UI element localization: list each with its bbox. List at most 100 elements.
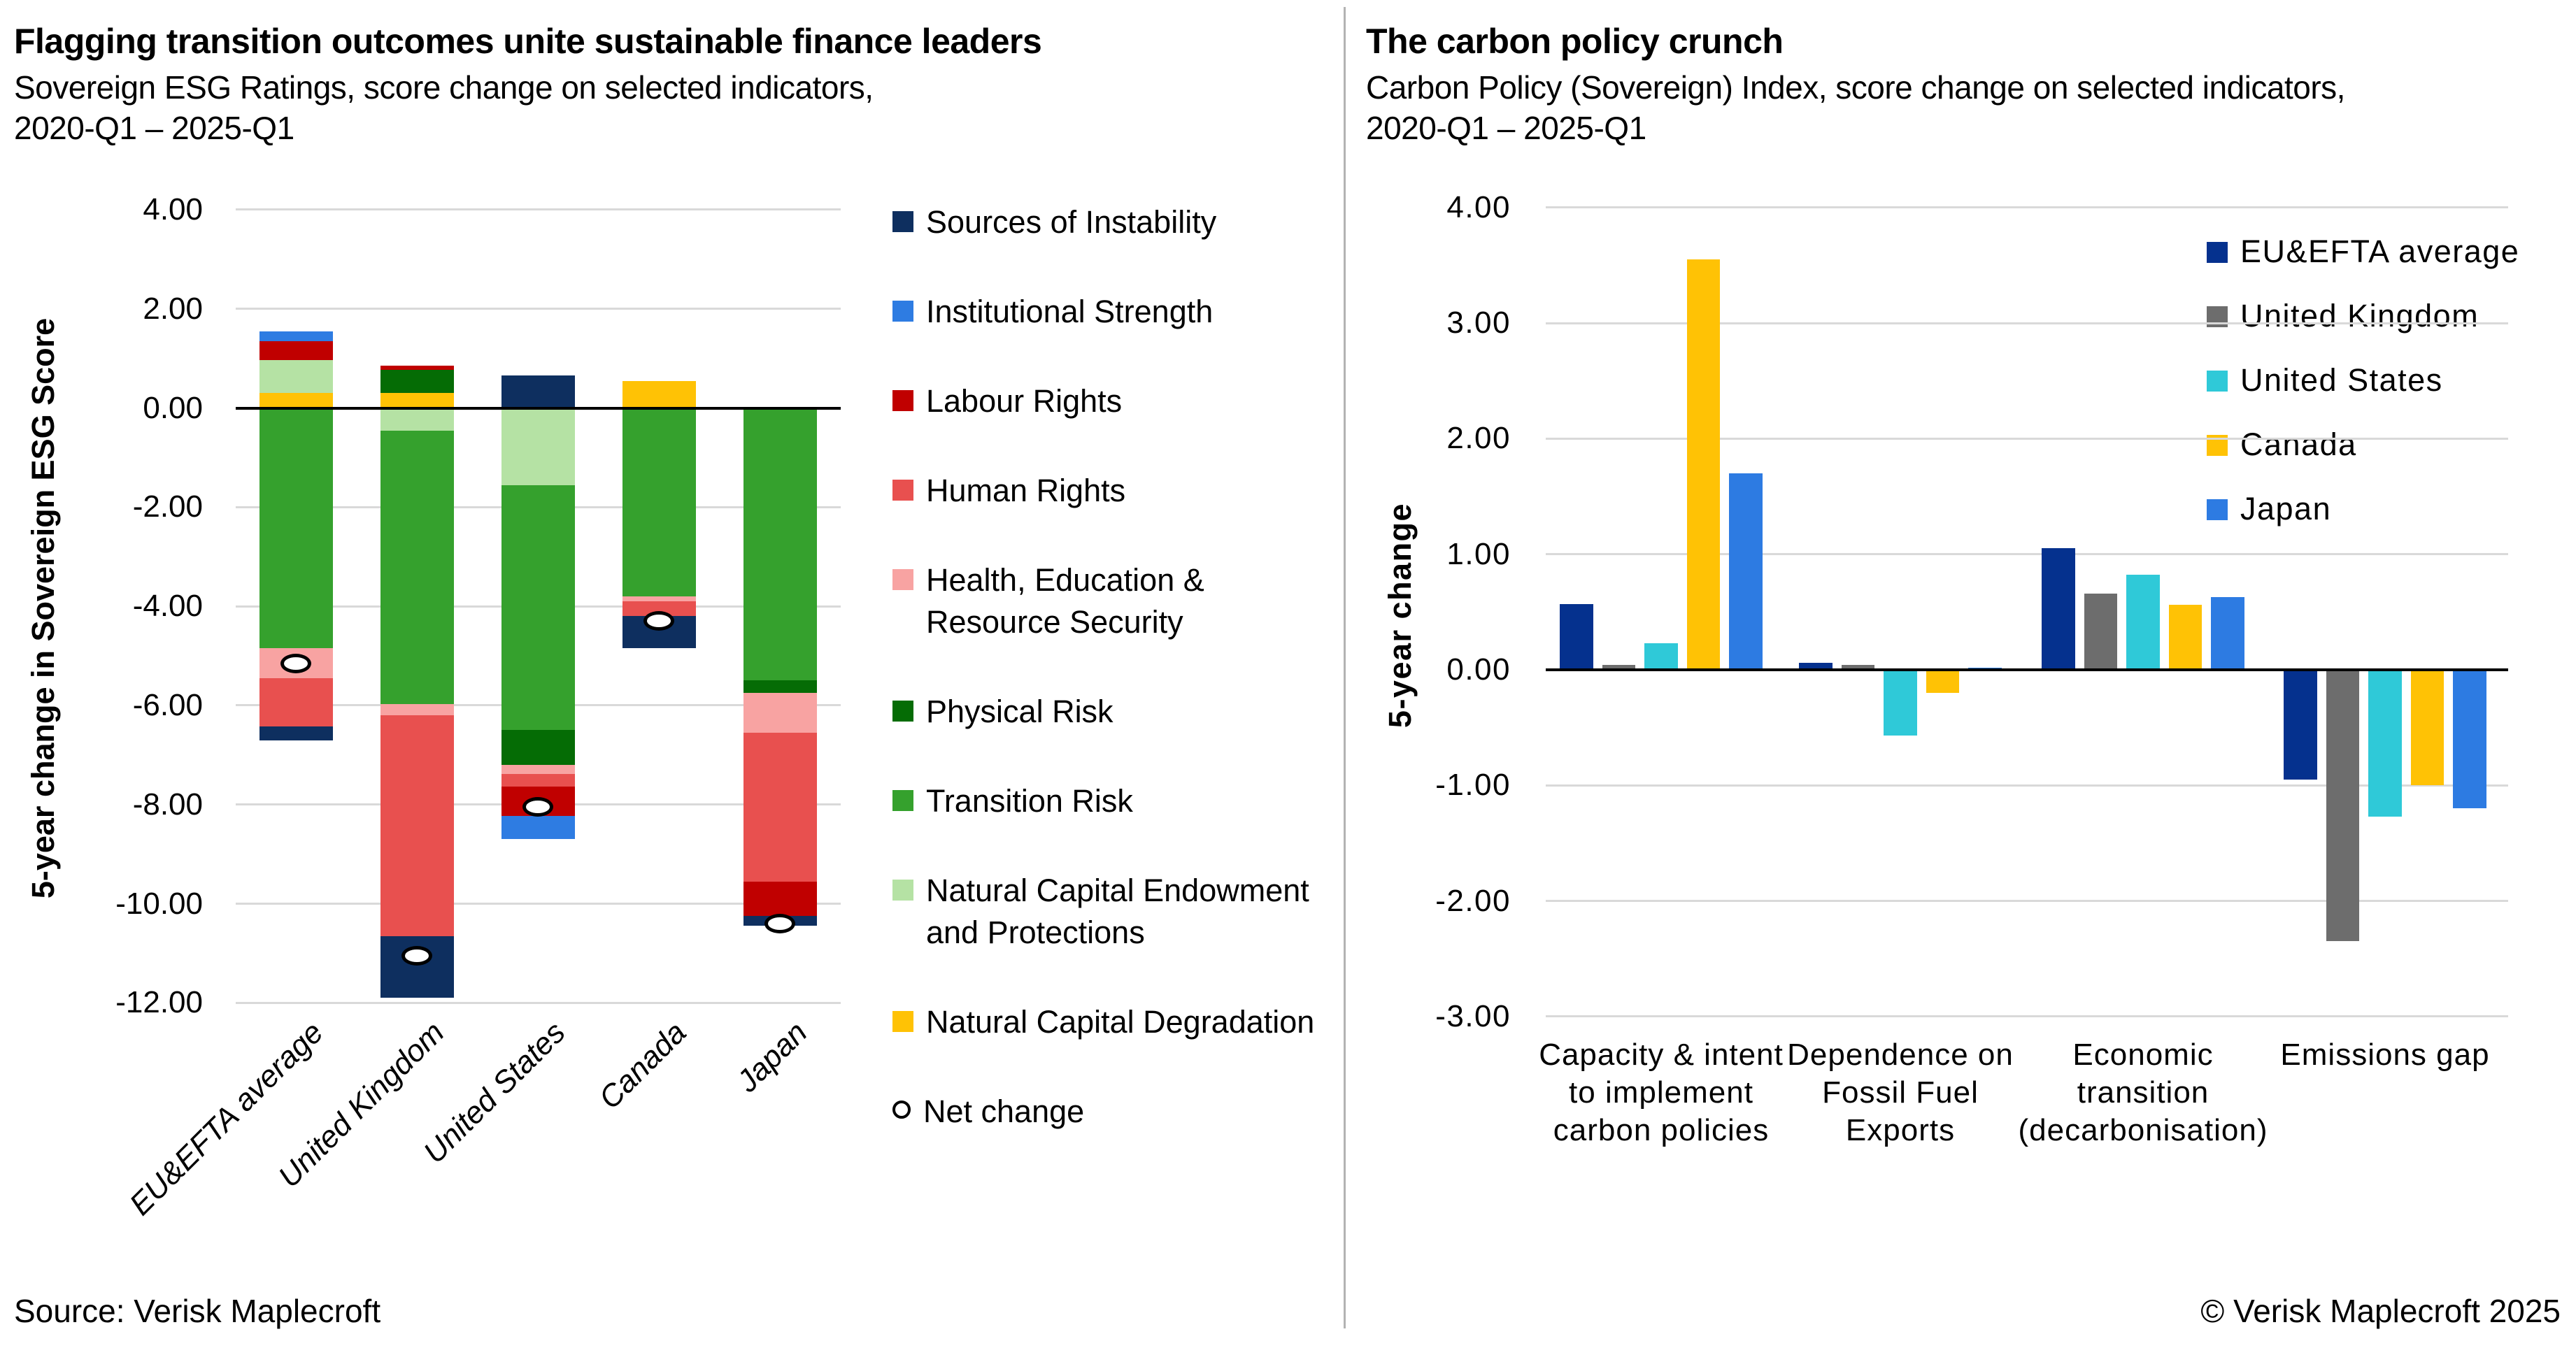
- bar-united-kingdom: [2326, 670, 2360, 942]
- right-y-tick-label: 4.00: [1446, 189, 1511, 224]
- legend-label: Transition Risk: [926, 783, 1133, 819]
- bar-segment-human-rights: [501, 773, 575, 787]
- bar-segment-natural-capital-degradation: [622, 380, 696, 408]
- left-y-tick-label: -12.00: [115, 985, 203, 1020]
- category-label-line: Exports: [1845, 1113, 1956, 1147]
- left-gridline: [236, 1001, 841, 1004]
- right-y-tick-label: 1.00: [1446, 536, 1511, 571]
- legend-label: Natural Capital Endowment and Protection…: [926, 873, 1309, 950]
- left-chart-title: Flagging transition outcomes unite susta…: [14, 22, 1042, 61]
- bar-japan: [1729, 473, 1763, 670]
- category-label-line: Fossil Fuel: [1822, 1075, 1979, 1110]
- legend-label: United Kingdom: [2240, 298, 2479, 334]
- bar-segment-natural-capital-degradation: [380, 393, 454, 408]
- legend-item: EU&EFTA average: [2207, 231, 2570, 273]
- bar-united-states: [2368, 670, 2402, 817]
- legend-label: Japan: [2240, 491, 2332, 526]
- right-gridline: [1546, 206, 2508, 209]
- bar-eu-efta-average: [1799, 663, 1833, 670]
- net-change-marker: [643, 611, 674, 631]
- bar-segment-transition-risk: [380, 431, 454, 704]
- bar-segment-transition-risk: [743, 408, 817, 681]
- legend-swatch: [892, 1011, 913, 1032]
- legend-label: Institutional Strength: [926, 294, 1214, 329]
- left-y-tick-label: -2.00: [132, 489, 203, 524]
- bar-eu-efta-average: [2284, 670, 2317, 780]
- legend-item: Labour Rights: [892, 380, 1340, 422]
- left-y-tick-label: 4.00: [143, 192, 203, 227]
- net-change-marker: [522, 797, 553, 817]
- bar-segment-physical-risk: [501, 729, 575, 765]
- bar-segment-labour-rights: [259, 341, 333, 360]
- right-y-tick-label: 2.00: [1446, 421, 1511, 456]
- category-label-line: Economic: [2072, 1038, 2214, 1072]
- left-y-tick-label: 2.00: [143, 291, 203, 326]
- bar-segment-natural-capital-endowment-and-protections: [501, 408, 575, 486]
- legend-label: United States: [2240, 362, 2443, 398]
- right-y-tick-label: -2.00: [1435, 883, 1511, 918]
- left-y-tick-label: -10.00: [115, 886, 203, 921]
- category-label-line: carbon policies: [1553, 1113, 1770, 1147]
- bar-united-kingdom: [2084, 593, 2118, 670]
- right-y-tick-label: 0.00: [1446, 652, 1511, 687]
- left-chart-subtitle-line1: Sovereign ESG Ratings, score change on s…: [14, 69, 874, 106]
- panel-divider: [1344, 7, 1346, 1328]
- left-chart-subtitle-line2: 2020-Q1 – 2025-Q1: [14, 110, 294, 146]
- category-label-line: Dependence on: [1787, 1038, 2014, 1072]
- bar-canada: [2410, 670, 2445, 786]
- right-chart-subtitle-line2: 2020-Q1 – 2025-Q1: [1366, 110, 1646, 146]
- right-y-tick-label: 3.00: [1446, 306, 1511, 340]
- right-gridline: [1546, 900, 2508, 903]
- legend-item: Sources of Instability: [892, 201, 1340, 243]
- bar-segment-labour-rights: [743, 881, 817, 917]
- category-label-line: Capacity & intent: [1539, 1038, 1784, 1072]
- legend-label: Health, Education & Resource Security: [926, 562, 1204, 640]
- legend-item: United Kingdom: [2207, 295, 2570, 337]
- left-legend: Sources of Instability Institutional Stre…: [892, 201, 1340, 1133]
- bar-segment-institutional-strength: [259, 331, 333, 342]
- legend-swatch: [2207, 371, 2228, 392]
- bar-united-kingdom: [1841, 665, 1875, 670]
- right-y-tick-label: -1.00: [1435, 768, 1511, 803]
- bar-canada: [2168, 605, 2203, 670]
- legend-swatch: [892, 790, 913, 811]
- left-gridline: [236, 208, 841, 211]
- bar-segment-health-education-resource-security: [622, 596, 696, 601]
- category-label-line: (decarbonisation): [2018, 1113, 2268, 1147]
- left-y-tick-label: -6.00: [132, 687, 203, 722]
- legend-item: Japan: [2207, 488, 2570, 530]
- legend-label: Sources of Instability: [926, 204, 1217, 240]
- bar-segment-human-rights: [259, 678, 333, 726]
- right-chart-subtitle-line1: Carbon Policy (Sovereign) Index, score c…: [1366, 69, 2345, 106]
- bar-japan: [2211, 596, 2244, 670]
- legend-swatch: [892, 480, 913, 501]
- legend-item: Natural Capital Degradation: [892, 1001, 1340, 1043]
- bar-japan: [2453, 670, 2486, 809]
- legend-swatch: [892, 701, 913, 722]
- right-chart-title: The carbon policy crunch: [1366, 22, 1784, 61]
- bar-segment-physical-risk: [743, 680, 817, 694]
- legend-label: Human Rights: [926, 473, 1126, 508]
- net-change-marker: [764, 913, 795, 933]
- bar-segment-natural-capital-endowment-and-protections: [380, 408, 454, 431]
- bar-segment-institutional-strength: [501, 816, 575, 839]
- category-label-line: transition: [2077, 1075, 2209, 1110]
- right-category-label: Dependence on Fossil Fuel Exports: [1718, 1036, 2082, 1149]
- source-note: Source: Verisk Maplecroft: [14, 1293, 381, 1329]
- bar-canada: [1926, 670, 1960, 694]
- legend-item: Net change: [892, 1091, 1340, 1133]
- legend-swatch: [892, 390, 913, 411]
- bar-segment-labour-rights: [380, 365, 454, 370]
- bar-segment-transition-risk: [501, 485, 575, 730]
- bar-segment-health-education-resource-security: [501, 764, 575, 774]
- copyright-note: © Verisk Maplecroft 2025: [2200, 1293, 2561, 1329]
- legend-label: Canada: [2240, 426, 2357, 462]
- right-gridline: [1546, 784, 2508, 787]
- legend-item: Transition Risk: [892, 780, 1340, 822]
- bar-eu-efta-average: [1560, 603, 1593, 670]
- legend-swatch: [2207, 242, 2228, 263]
- right-category-label: Emissions gap: [2203, 1036, 2567, 1074]
- bar-segment-transition-risk: [259, 408, 333, 649]
- net-change-marker: [401, 945, 432, 966]
